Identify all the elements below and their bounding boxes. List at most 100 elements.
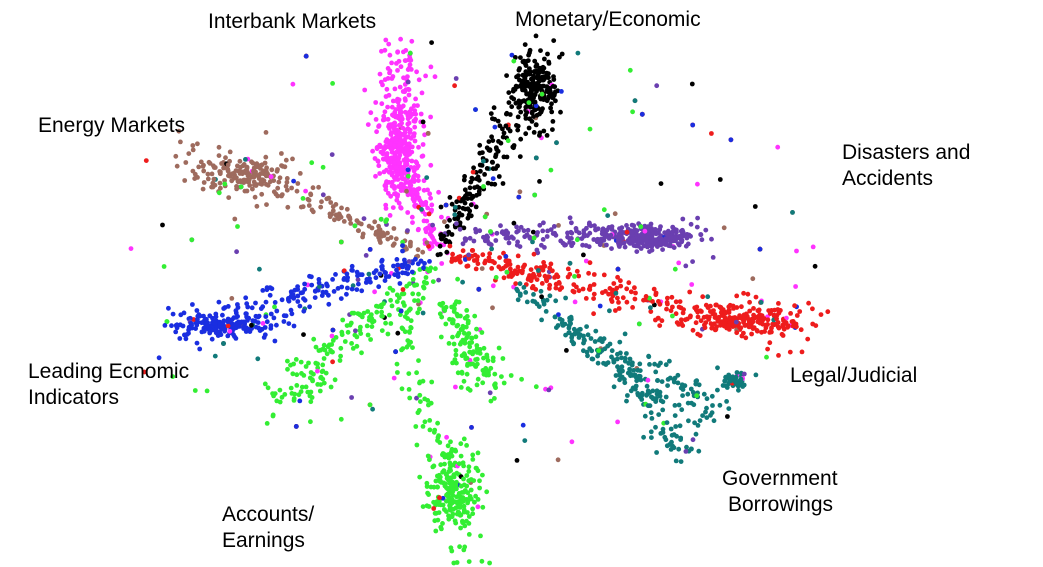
data-point-leading-ecnomic-indicators — [207, 327, 213, 333]
data-point-government-borrowings — [638, 377, 644, 383]
data-point-interbank-markets — [387, 213, 393, 218]
data-point-legal-judicial — [749, 318, 755, 324]
data-point-government-borrowings — [648, 429, 654, 435]
data-point-government-borrowings — [524, 299, 530, 305]
data-point-monetary-economic — [548, 105, 553, 111]
data-point-monetary-economic — [489, 181, 494, 187]
data-point-leading-ecnomic-indicators — [195, 317, 200, 322]
data-point-leading-ecnomic-indicators — [376, 284, 382, 290]
cluster-label-interbank-markets: Interbank Markets — [208, 10, 376, 33]
data-point-accounts-earnings — [394, 299, 400, 304]
data-point-accounts-earnings — [464, 371, 470, 377]
data-point-interbank-markets — [410, 176, 416, 182]
data-point-accounts-earnings — [484, 489, 490, 495]
data-point-legal-judicial — [742, 323, 748, 328]
data-point-monetary-economic — [497, 123, 503, 129]
data-point-leading-ecnomic-indicators — [395, 262, 401, 268]
data-point-legal-judicial — [693, 320, 699, 326]
data-point-government-borrowings — [460, 279, 465, 285]
data-point-accounts-earnings — [454, 486, 459, 492]
data-point-legal-judicial — [680, 310, 686, 316]
data-point-accounts-earnings — [492, 381, 498, 387]
data-point-accounts-earnings — [450, 493, 456, 498]
data-point-accounts-earnings — [480, 380, 486, 386]
data-point-accounts-earnings — [478, 533, 483, 539]
data-point-government-borrowings — [683, 449, 689, 454]
data-point-interbank-markets — [401, 182, 406, 188]
data-point-accounts-earnings — [519, 376, 524, 382]
data-point-accounts-earnings — [395, 370, 400, 375]
data-point-energy-markets — [378, 240, 383, 245]
data-point-interbank-markets — [378, 144, 384, 150]
data-point-monetary-economic — [559, 51, 565, 57]
data-point-monetary-economic — [444, 224, 450, 229]
data-point-accounts-earnings — [338, 353, 343, 359]
data-point-interbank-markets — [428, 162, 434, 168]
data-point-accounts-earnings — [587, 126, 593, 132]
data-point-leading-ecnomic-indicators — [319, 293, 325, 298]
data-point-interbank-markets — [431, 238, 437, 243]
data-point-accounts-earnings — [384, 291, 390, 296]
data-point-monetary-economic — [514, 458, 520, 463]
data-point-energy-markets — [227, 173, 233, 179]
data-point-accounts-earnings — [461, 378, 467, 384]
data-point-disasters-and-accidents — [320, 192, 326, 198]
data-point-government-borrowings — [613, 373, 619, 378]
data-point-accounts-earnings — [483, 370, 489, 375]
data-point-interbank-markets — [439, 261, 445, 266]
data-point-interbank-markets — [397, 149, 402, 155]
data-point-government-borrowings — [515, 288, 520, 294]
data-point-accounts-earnings — [406, 371, 412, 376]
data-point-disasters-and-accidents — [405, 228, 410, 234]
data-point-government-borrowings — [634, 378, 640, 384]
data-point-government-borrowings — [673, 458, 679, 464]
data-point-disasters-and-accidents — [670, 224, 676, 230]
data-point-leading-ecnomic-indicators — [261, 335, 267, 340]
data-point-accounts-earnings — [358, 324, 363, 330]
data-point-accounts-earnings — [407, 50, 413, 56]
data-point-disasters-and-accidents — [709, 236, 714, 242]
data-point-legal-judicial — [516, 268, 522, 274]
data-point-legal-judicial — [700, 294, 706, 300]
data-point-leading-ecnomic-indicators — [241, 320, 247, 325]
data-point-disasters-and-accidents — [504, 235, 509, 241]
data-point-legal-judicial — [677, 299, 683, 304]
data-point-monetary-economic — [545, 51, 550, 57]
data-point-government-borrowings — [452, 212, 458, 218]
data-point-accounts-earnings — [317, 388, 323, 394]
data-point-disasters-and-accidents — [688, 221, 694, 227]
data-point-leading-ecnomic-indicators — [421, 265, 426, 271]
data-point-monetary-economic — [549, 109, 555, 115]
data-point-accounts-earnings — [394, 292, 400, 298]
data-point-accounts-earnings — [374, 309, 380, 315]
data-point-legal-judicial — [565, 266, 571, 272]
data-point-interbank-markets — [409, 106, 414, 112]
data-point-leading-ecnomic-indicators — [264, 287, 270, 293]
data-point-monetary-economic — [521, 58, 527, 64]
data-point-accounts-earnings — [474, 326, 479, 332]
data-point-monetary-economic — [531, 130, 537, 135]
data-point-government-borrowings — [648, 305, 653, 311]
data-point-interbank-markets — [388, 132, 394, 138]
data-point-accounts-earnings — [417, 474, 423, 480]
data-point-energy-markets — [372, 219, 378, 225]
data-point-accounts-earnings — [351, 310, 357, 316]
data-point-government-borrowings — [420, 119, 426, 125]
data-point-interbank-markets — [409, 144, 415, 150]
data-point-legal-judicial — [747, 308, 753, 314]
data-point-monetary-economic — [504, 111, 509, 117]
data-point-interbank-markets — [374, 129, 379, 135]
data-point-disasters-and-accidents — [649, 239, 654, 244]
data-point-government-borrowings — [723, 383, 729, 389]
data-point-monetary-economic — [658, 181, 664, 187]
data-point-monetary-economic — [523, 131, 529, 137]
data-point-accounts-earnings — [371, 318, 377, 324]
data-point-interbank-markets — [389, 60, 394, 66]
data-point-disasters-and-accidents — [573, 226, 579, 231]
data-point-accounts-earnings — [469, 335, 475, 341]
data-point-accounts-earnings — [338, 239, 344, 245]
data-point-interbank-markets — [426, 243, 431, 249]
data-point-leading-ecnomic-indicators — [427, 259, 432, 264]
data-point-leading-ecnomic-indicators — [216, 299, 222, 305]
data-point-legal-judicial — [755, 319, 761, 325]
